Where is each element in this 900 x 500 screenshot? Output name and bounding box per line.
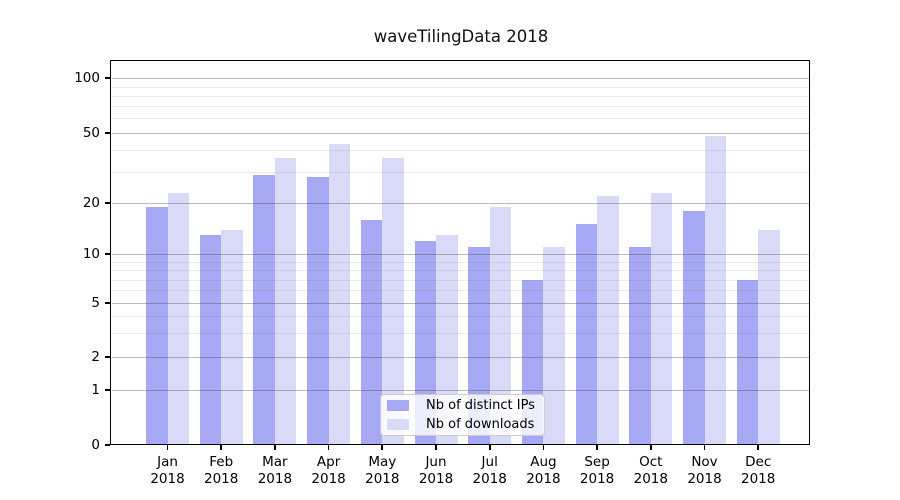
gridline-minor-8 [112,270,810,272]
x-tick-mark-jul [488,445,491,450]
x-tick-label-apr: Apr 2018 [311,454,346,487]
gridline-major-50 [112,132,810,134]
x-tick-label-aug: Aug 2018 [526,454,561,487]
gridline-minor-6 [112,290,810,292]
y-tick-mark-5 [105,302,111,305]
x-tick-label-sep: Sep 2018 [579,454,615,487]
y-tick-label-50: 50 [82,124,100,141]
bar-nb-of-downloads-dec [758,229,780,445]
gridline-major-2 [112,356,810,358]
bar-nb-of-downloads-nov [704,135,726,445]
x-tick-label-nov: Nov 2018 [687,454,722,487]
y-tick-mark-0 [105,444,111,446]
x-tick-label-jul: Jul 2018 [472,454,507,487]
gridline-minor-3 [112,333,810,335]
gridline-major-10 [112,254,810,256]
x-tick-mark-aug [542,445,545,450]
bar-nb-of-downloads-jul [489,207,512,445]
gridline-minor-80 [112,95,810,97]
chart-title: waveTilingData 2018 [373,27,549,46]
x-tick-mark-jan [166,445,169,450]
x-tick-mark-may [381,445,384,450]
gridline-minor-9 [112,261,810,263]
y-tick-mark-50 [105,131,111,134]
bar-nb-of-downloads-jan [167,192,189,445]
gridline-major-100 [112,78,810,80]
bar-nb-of-downloads-may [382,158,404,445]
bar-nb-of-downloads-jun [436,234,458,445]
x-tick-mark-oct [649,445,652,450]
bar-nb-of-downloads-oct [650,192,673,445]
x-tick-label-jun: Jun 2018 [418,454,454,487]
bar-nb-of-distinct-ips-nov [683,211,705,445]
x-tick-label-jan: Jan 2018 [150,454,185,487]
x-tick-mark-mar [274,445,276,450]
plot-area: 0 1 2 5 10 20 50 100 Jan 2018 Feb 2018 Mar 2018 Apr 201… [74,60,811,487]
x-tick-label-may: May 2018 [365,454,400,487]
gridline-minor-90 [112,86,810,88]
legend-label-downloads: Nb of downloads [426,417,535,432]
y-tick-mark-10 [105,253,111,256]
bar-nb-of-downloads-sep [597,195,619,445]
gridline-minor-7 [112,279,810,281]
bar-nb-of-distinct-ips-jun [414,240,436,445]
x-tick-mark-feb [220,445,223,450]
y-tick-mark-20 [105,202,111,205]
x-tick-label-dec: Dec 2018 [741,454,776,487]
y-tick-label-100: 100 [74,70,100,87]
y-tick-label-2: 2 [91,348,100,365]
gridline-minor-4 [112,316,810,318]
y-tick-label-1: 1 [91,382,100,399]
bar-nb-of-downloads-mar [274,158,297,445]
x-tick-label-mar: Mar 2018 [257,454,293,487]
bar-nb-of-distinct-ips-jan [146,207,168,445]
bar-nb-of-distinct-ips-mar [253,174,275,445]
x-tick-mark-apr [327,445,330,450]
y-tick-label-5: 5 [91,295,100,312]
y-tick-mark-2 [105,355,111,358]
x-tick-mark-nov [703,445,706,450]
y-tick-mark-100 [105,77,111,80]
gridline-major-1 [112,390,810,392]
gridline-minor-40 [112,149,810,151]
gridline-major-20 [112,203,810,205]
legend-entry-distinct-ips: Nb of distinct IPs [387,398,544,413]
bar-nb-of-distinct-ips-may [360,219,383,445]
legend-swatch-distinct-ips [387,400,409,411]
bar-nb-of-downloads-aug [543,247,565,445]
gridline-minor-60 [112,118,810,120]
x-tick-mark-dec [757,445,760,450]
y-tick-label-10: 10 [82,246,100,263]
gridline-minor-30 [112,172,810,174]
y-tick-label-20: 20 [82,195,100,212]
x-tick-mark-sep [596,445,598,450]
gridline-minor-70 [112,106,810,108]
bar-nb-of-downloads-apr [328,144,351,445]
bar-nb-of-distinct-ips-oct [629,247,651,445]
legend: Nb of distinct IPs Nb of downloads [380,394,545,436]
legend-swatch-downloads [387,419,409,430]
y-tick-mark-1 [105,389,111,392]
x-tick-label-feb: Feb 2018 [204,454,239,487]
bar-nb-of-downloads-feb [221,229,243,445]
bar-nb-of-distinct-ips-dec [736,279,759,445]
bar-nb-of-distinct-ips-feb [199,234,222,445]
x-tick-mark-jun [435,445,437,450]
y-tick-label-0: 0 [91,437,100,453]
legend-entry-downloads: Nb of downloads [387,417,544,432]
bar-nb-of-distinct-ips-sep [575,224,598,445]
gridline-major-5 [112,303,810,305]
legend-label-distinct-ips: Nb of distinct IPs [426,398,535,413]
bar-nb-of-distinct-ips-apr [307,177,329,445]
x-tick-label-oct: Oct 2018 [633,454,668,487]
